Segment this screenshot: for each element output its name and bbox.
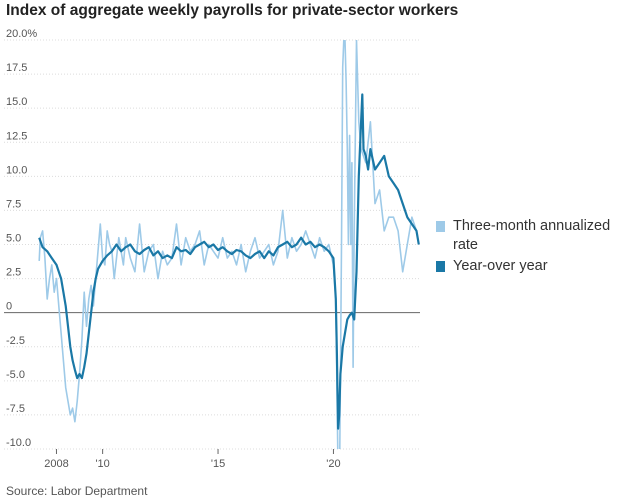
legend: Three-month annualized rate Year-over ye… [436, 217, 618, 278]
legend-label-three-month: Three-month annualized rate [453, 218, 611, 253]
legend-swatch-year-over-year [436, 261, 445, 272]
x-tick-label: 2008 [44, 458, 68, 470]
y-tick-label: 0 [6, 301, 12, 313]
legend-label-year-over-year: Year-over year [453, 258, 548, 274]
chart-title: Index of aggregate weekly payrolls for p… [6, 2, 459, 19]
source-note: Source: Labor Department [6, 484, 148, 498]
y-tick-label: -10.0 [6, 437, 31, 449]
legend-swatch-three-month [436, 221, 445, 232]
y-tick-label: -5.0 [6, 369, 25, 381]
series-layer [38, 40, 420, 449]
y-tick-label: 7.5 [6, 198, 21, 210]
y-tick-label: 20.0% [6, 28, 37, 40]
y-tick-label: 17.5 [6, 62, 27, 74]
legend-item-year-over-year: Year-over year [436, 257, 618, 276]
x-tick-label: '10 [95, 458, 109, 470]
y-tick-label: 15.0 [6, 96, 27, 108]
y-tick-label: -7.5 [6, 403, 25, 415]
y-tick-label: 2.5 [6, 267, 21, 279]
y-axis-ticks: 20.0% 17.5 15.0 12.5 10.0 7.5 5.0 2.5 0 -2.5 -5.0 -… [6, 28, 37, 449]
y-tick-label: -2.5 [6, 335, 25, 347]
series-line-year-over-year [38, 93, 420, 430]
x-tick-label: '20 [326, 458, 340, 470]
legend-item-three-month: Three-month annualized rate [436, 217, 618, 255]
y-tick-label: 5.0 [6, 233, 21, 245]
series-line-three-month [38, 40, 420, 449]
y-tick-label: 10.0 [6, 164, 27, 176]
x-tick-label: '15 [211, 458, 225, 470]
y-tick-label: 12.5 [6, 130, 27, 142]
x-axis-ticks: 2008 '10 '15 '20 [44, 449, 341, 470]
